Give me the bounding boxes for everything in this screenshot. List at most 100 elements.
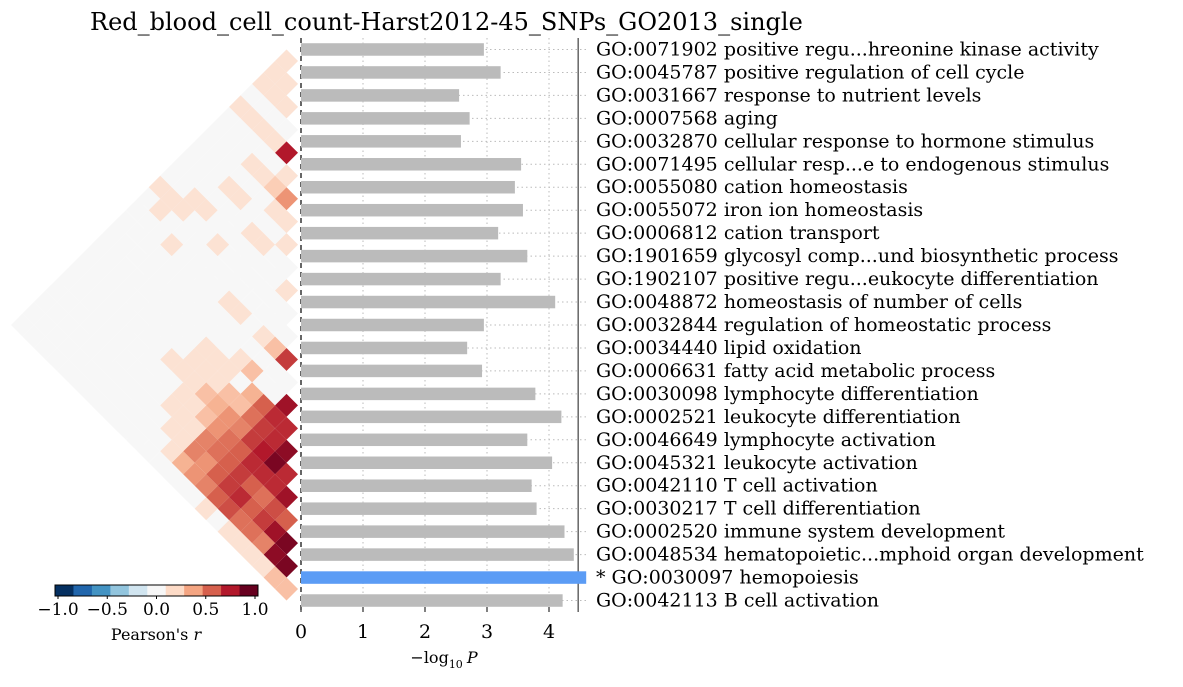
heatmap-cell [194, 175, 218, 199]
colorbar-segment [128, 585, 148, 596]
heatmap-cell [68, 279, 92, 303]
heatmap-cell [183, 416, 207, 440]
heatmap-cell [252, 462, 276, 486]
heatmap-cell [217, 267, 241, 291]
bar-highlighted [301, 571, 587, 584]
heatmap-cell [240, 290, 264, 314]
heatmap-cell [206, 279, 230, 303]
heatmap-cell [240, 474, 264, 498]
heatmap-cell [79, 313, 103, 337]
heatmap-cell [148, 451, 172, 475]
heatmap-cell [263, 474, 287, 498]
heatmap-cell [148, 336, 172, 360]
colorbar-segment [184, 585, 204, 596]
x-axis-label-subscript: 10 [449, 658, 463, 671]
heatmap-cell [137, 439, 161, 463]
heatmap-cell [206, 485, 230, 509]
heatmap-cell [263, 405, 287, 429]
heatmap-cell [263, 83, 287, 107]
heatmap-cell [263, 566, 287, 590]
heatmap-cell [148, 313, 172, 337]
go-term-label: GO:0048872 homeostasis of number of cell… [596, 291, 1022, 313]
heatmap-cell [252, 370, 276, 394]
go-term-label: GO:0006631 fatty acid metabolic process [596, 360, 995, 382]
heatmap-cell [252, 302, 276, 325]
heatmap-cell [217, 290, 241, 314]
heatmap-cell [206, 416, 230, 440]
bar-series [301, 43, 587, 607]
heatmap-cell [206, 325, 230, 348]
heatmap-cell [275, 439, 298, 463]
heatmap-cell [160, 393, 184, 417]
heatmap-cell [160, 370, 184, 394]
heatmap-cell [252, 554, 276, 578]
heatmap-cell [206, 164, 230, 188]
heatmap-cell [171, 359, 195, 383]
heatmap-cell [148, 244, 172, 268]
heatmap-cell [194, 152, 218, 176]
bar [301, 89, 460, 102]
go-term-label: * GO:0030097 hemopoiesis [596, 567, 859, 589]
heatmap-cell [183, 302, 207, 325]
heatmap-cell [171, 405, 195, 429]
colorbar-segment [221, 585, 241, 596]
heatmap-cell [275, 49, 298, 73]
heatmap-cell [263, 497, 287, 521]
heatmap-cell [56, 267, 80, 291]
heatmap-cell [102, 244, 126, 268]
heatmap-cell [229, 439, 253, 463]
x-axis-label: −log10 P [410, 648, 477, 671]
heatmap-cell [206, 141, 230, 165]
go-term-label: GO:0002520 immune system development [596, 521, 1005, 543]
heatmap-cell [240, 405, 264, 429]
heatmap-cell [114, 210, 138, 234]
heatmap-cell [240, 497, 264, 521]
heatmap-cell [183, 370, 207, 394]
heatmap-cell [91, 302, 115, 325]
heatmap-cell [56, 313, 80, 337]
heatmap-cell [183, 279, 207, 303]
go-term-label: GO:1902107 positive regu...eukocyte diff… [596, 268, 1099, 290]
heatmap-cell [125, 267, 149, 291]
colorbar-segment [239, 585, 259, 596]
heatmap-cell [33, 336, 57, 360]
heatmap-cell [137, 187, 161, 211]
heatmap-cell [194, 313, 218, 337]
heatmap-cell [252, 485, 276, 509]
heatmap-cell [33, 290, 57, 314]
heatmap-cell [114, 256, 138, 280]
bar [301, 272, 501, 286]
go-term-label: GO:0071495 cellular resp...e to endogeno… [596, 153, 1109, 175]
heatmap-cell [275, 279, 298, 303]
heatmap-cell [125, 405, 149, 429]
heatmap-cell [160, 210, 184, 234]
bar [301, 548, 574, 561]
heatmap-cell [275, 370, 298, 394]
heatmap-cell [33, 313, 57, 337]
go-term-label: GO:0030098 lymphocyte differentiation [596, 383, 979, 405]
heatmap-cell [263, 543, 287, 567]
heatmap-cell [125, 313, 149, 337]
heatmap-cell [102, 359, 126, 383]
heatmap-cell [102, 405, 126, 429]
heatmap-cell [275, 347, 298, 371]
heatmap-cell [217, 313, 241, 337]
bar [301, 456, 553, 470]
heatmap-cell [240, 221, 264, 245]
bar [301, 318, 484, 332]
heatmap-cell [275, 187, 298, 211]
heatmap-cell [160, 302, 184, 325]
heatmap-cell [148, 428, 172, 452]
heatmap-cell [275, 141, 298, 165]
heatmap-cell [91, 347, 115, 371]
heatmap-cell [79, 244, 103, 268]
heatmap-cell [206, 439, 230, 463]
heatmap-cell [252, 393, 276, 417]
heatmap-cell [217, 405, 241, 429]
heatmap-cell [125, 244, 149, 268]
heatmap-cell [160, 416, 184, 440]
grid-lines [300, 38, 587, 612]
colorbar-tick-label: −0.5 [87, 600, 128, 620]
x-axis-label-base: −log [410, 648, 448, 667]
